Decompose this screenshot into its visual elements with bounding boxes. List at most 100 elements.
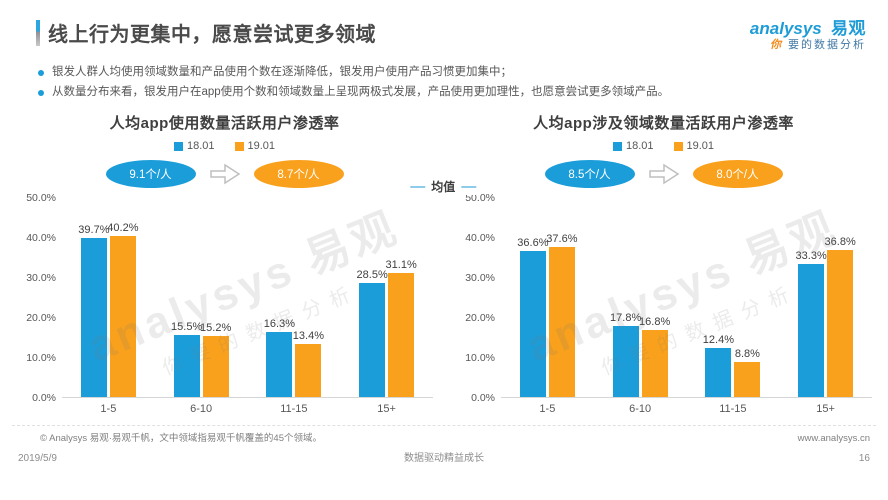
bar-19.01-15+: [827, 249, 854, 398]
chart-title: 人均app使用数量活跃用户渗透率: [109, 115, 340, 133]
bullet-list: 银发人群人均使用领域数量和产品使用个数在逐渐降低，银发用户使用产品习惯更加集中；…: [0, 53, 888, 102]
legend-label: 18.01: [625, 140, 654, 153]
chart-title: 人均app涉及领域数量活跃用户渗透率: [533, 115, 794, 133]
chart-body: 0.0% 10.0% 20.0% 30.0% 40.0% 50.0% analysys 易观…: [455, 192, 872, 404]
x-category-label: 6-10: [629, 403, 652, 416]
bar-value-label: 17.8%: [610, 311, 642, 324]
average-row: 8.5个/人 8.0个/人: [455, 159, 872, 189]
bar-18.01-1-5: [80, 238, 107, 398]
bar-value-label: 36.6%: [517, 236, 549, 249]
header: 线上行为更集中，愿意尝试更多领域 analysys 易观 你 要的数据分析: [0, 0, 888, 53]
bar-column: 31.1%: [385, 258, 417, 398]
average-row: 9.1个/人 8.7个/人: [16, 159, 433, 189]
x-category-label: 15+: [816, 403, 835, 416]
bar-group-15+: 33.3% 36.8%: [795, 236, 857, 398]
bar-value-label: 16.8%: [639, 315, 671, 328]
mean-line-icon: [461, 185, 477, 188]
y-tick-label: 50.0%: [465, 192, 495, 205]
bar-18.01-11-15: [705, 347, 732, 398]
bar-19.01-11-15: [295, 343, 322, 398]
bar-column: 37.6%: [546, 233, 577, 398]
bar-column: 13.4%: [293, 330, 324, 398]
bar-18.01-6-10: [173, 335, 200, 398]
bar-18.01-15+: [359, 283, 386, 398]
legend-swatch-icon: [234, 141, 244, 151]
bullet-text: 从数量分布来看，银发用户在app使用个数和领域数量上呈现两极式发展，产品使用更加…: [52, 85, 670, 98]
legend-swatch-icon: [673, 141, 683, 151]
footer-divider: [12, 425, 876, 427]
avg-oval-19.01: 8.0个/人: [692, 160, 783, 189]
bar-group-15+: 28.5% 31.1%: [356, 258, 418, 398]
bar-column: 15.2%: [200, 322, 232, 398]
legend-label: 19.01: [686, 140, 715, 153]
bar-18.01-1-5: [519, 250, 546, 398]
arrow-right-icon: [648, 162, 680, 186]
y-tick-label: 40.0%: [26, 232, 56, 245]
bar-column: 40.2%: [107, 222, 139, 398]
bar-value-label: 8.8%: [734, 347, 760, 360]
x-category-label: 15+: [377, 403, 396, 416]
y-axis: 0.0% 10.0% 20.0% 30.0% 40.0% 50.0%: [16, 192, 62, 404]
bar-19.01-6-10: [202, 336, 229, 398]
bar-column: 8.8%: [734, 347, 761, 398]
bar-column: 36.8%: [825, 236, 856, 398]
mean-line-icon: [410, 185, 426, 188]
legend-label: 19.01: [247, 140, 276, 153]
bar-value-label: 12.4%: [702, 333, 734, 346]
y-tick-label: 0.0%: [32, 392, 56, 405]
title-block: 线上行为更集中，愿意尝试更多领域: [36, 18, 376, 47]
y-tick-label: 40.0%: [465, 232, 495, 245]
bullet-dot-icon: [38, 89, 44, 96]
axis-spacer: [16, 403, 62, 415]
x-category-label: 1-5: [539, 403, 556, 416]
bar-18.01-6-10: [612, 325, 639, 398]
avg-oval-18.01: 9.1个/人: [105, 160, 196, 189]
category-row: 1-5 6-10 11-15 15+: [455, 403, 872, 415]
y-tick-label: 20.0%: [26, 312, 56, 325]
bar-group-11-15: 12.4% 8.8%: [702, 334, 764, 398]
chart-legend: 18.01 19.01: [455, 140, 872, 152]
axis-spacer: [455, 403, 501, 415]
bar-18.01-15+: [798, 263, 825, 398]
analysys-logo: analysys 易观 你 要的数据分析: [750, 18, 866, 53]
bar-group-6-10: 17.8% 16.8%: [609, 311, 671, 398]
source-note: © Analysys 易观·易观千帆，文中领域指易观千帆覆盖的45个领域。: [40, 433, 322, 445]
bar-value-label: 31.1%: [385, 258, 417, 271]
footer-date: 2019/5/9: [18, 453, 57, 465]
bullet-dot-icon: [38, 70, 44, 76]
logo-tagline: 你 要的数据分析: [769, 39, 866, 52]
y-tick-label: 30.0%: [465, 272, 495, 285]
bar-column: 12.4%: [702, 333, 734, 398]
bar-column: 16.8%: [639, 315, 671, 398]
bullet-item: 银发人群人均使用领域数量和产品使用个数在逐渐降低，银发用户使用产品习惯更加集中；: [38, 63, 858, 83]
plot-area: analysys 易观 你要的数据分析 36.6% 37.6% 17.8% 16.8% 12…: [501, 197, 872, 399]
chart-panel-2: 人均app涉及领域数量活跃用户渗透率 18.01 19.01 8.5个/人 8.0个/人…: [455, 112, 872, 415]
bar-column: 15.5%: [171, 321, 202, 398]
y-tick-label: 30.0%: [26, 272, 56, 285]
x-category-label: 11-15: [280, 403, 308, 416]
bar-value-label: 39.7%: [78, 224, 110, 237]
y-tick-label: 0.0%: [471, 392, 495, 405]
avg-oval-18.01: 8.5个/人: [544, 160, 635, 189]
y-tick-label: 10.0%: [26, 352, 56, 365]
bar-group-6-10: 15.5% 15.2%: [170, 321, 232, 398]
bar-column: 33.3%: [796, 250, 827, 398]
bar-column: 17.8%: [610, 311, 642, 398]
chart-legend: 18.01 19.01: [16, 140, 433, 152]
legend-swatch-icon: [173, 141, 183, 151]
logo-text-cn: 易观: [831, 19, 866, 38]
avg-oval-19.01: 8.7个/人: [253, 160, 344, 189]
page-number: 16: [858, 453, 870, 465]
legend-item-19.01: 19.01: [673, 140, 715, 153]
bar-value-label: 15.2%: [200, 322, 232, 335]
bar-value-label: 40.2%: [107, 222, 139, 235]
legend-item-18.01: 18.01: [612, 140, 654, 153]
bar-column: 28.5%: [357, 269, 388, 398]
bar-group-11-15: 16.3% 13.4%: [263, 318, 325, 398]
website-link[interactable]: www.analysys.cn: [797, 433, 870, 445]
footnote-row: © Analysys 易观·易观千帆，文中领域指易观千帆覆盖的45个领域。 ww…: [0, 426, 888, 444]
bar-group-1-5: 36.6% 37.6%: [516, 233, 578, 398]
bar-column: 16.3%: [264, 318, 295, 398]
category-labels: 1-5 6-10 11-15 15+: [62, 403, 433, 415]
